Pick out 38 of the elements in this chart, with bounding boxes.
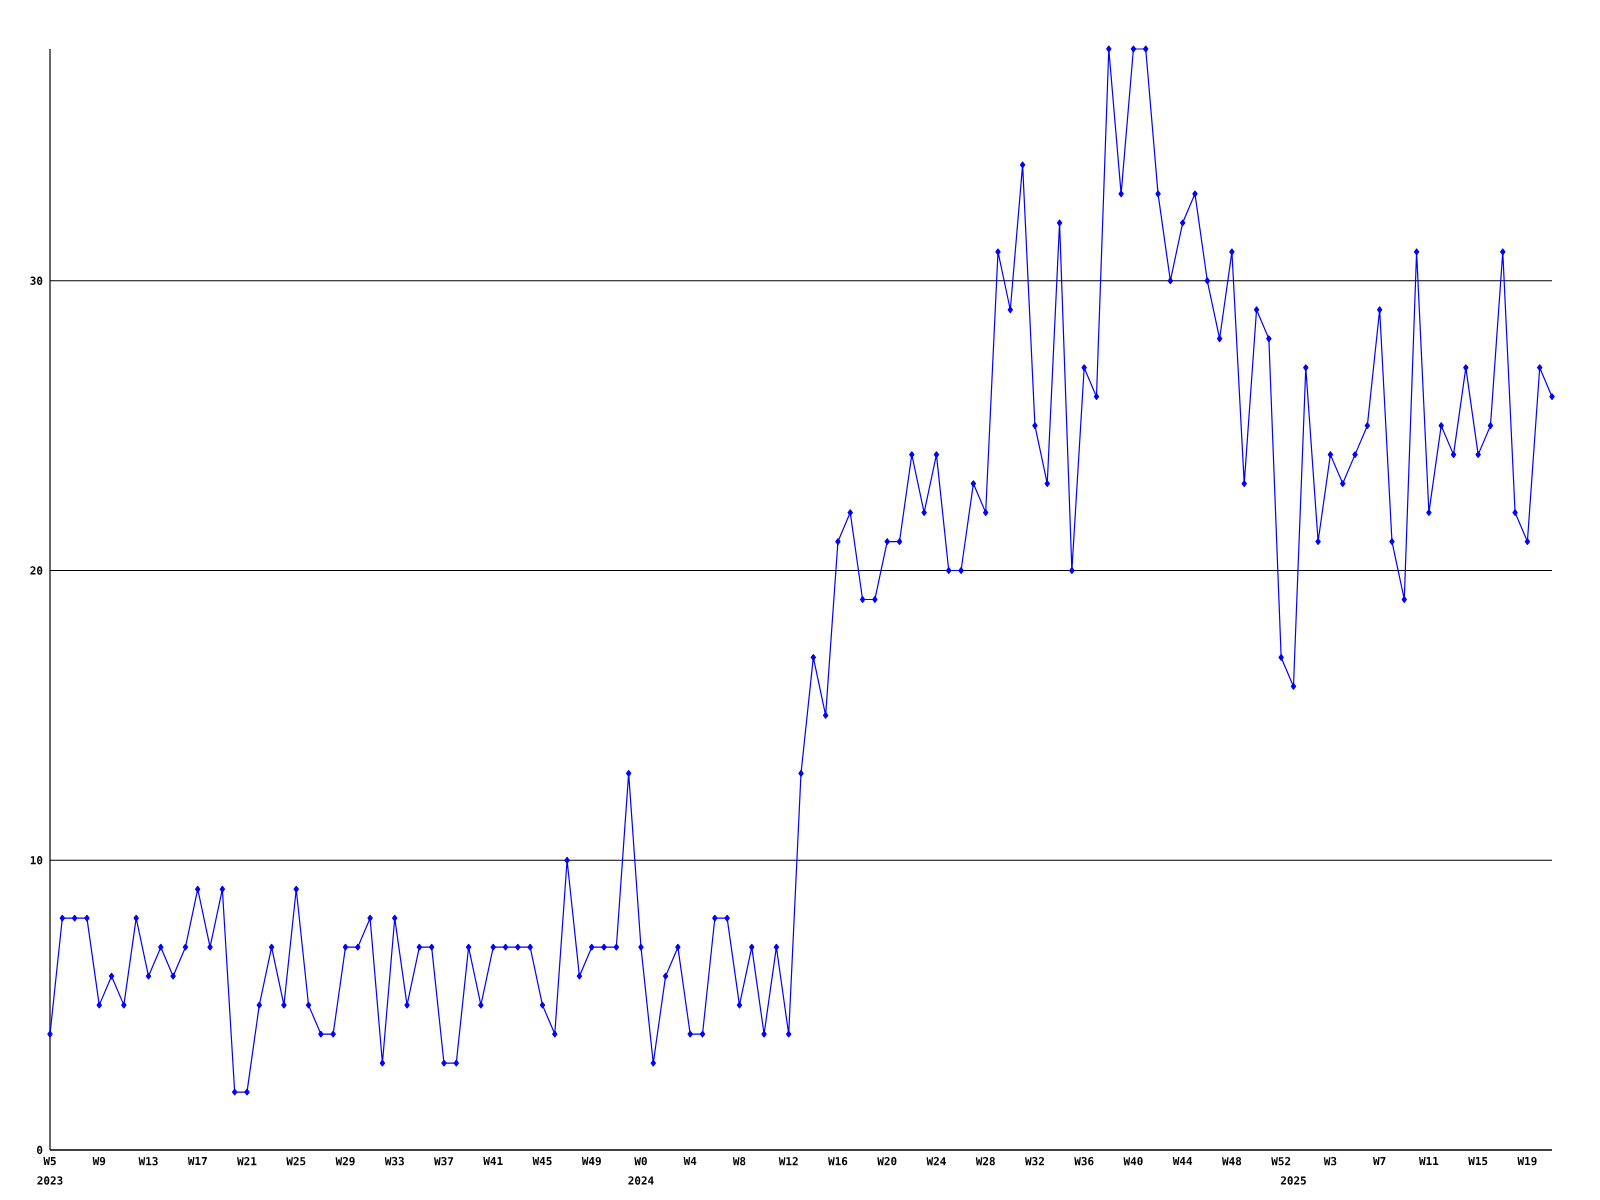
x-tick-label: W5 [43,1157,56,1166]
x-tick-label: W45 [532,1157,552,1166]
x-tick-label: W0 [634,1157,647,1166]
x-tick-label: W33 [384,1157,404,1166]
y-tick-label: 20 [30,566,43,575]
y-tick-label: 30 [30,276,43,285]
y-tick-label: 10 [30,856,43,865]
x-tick-label: W13 [138,1157,158,1166]
x-tick-label: W7 [1373,1157,1386,1166]
text: 2024 [628,1176,654,1185]
x-tick-label: W12 [778,1157,798,1166]
x-tick-label: W40 [1123,1157,1143,1166]
x-tick-label: W21 [237,1157,257,1166]
x-tick-label: W36 [1074,1157,1094,1166]
x-tick-label: W20 [877,1157,897,1166]
x-tick-label: W37 [434,1157,454,1166]
x-tick-label: W41 [483,1157,503,1166]
x-tick-label: W44 [1172,1157,1193,1166]
x-tick-label: W16 [828,1157,848,1166]
text: 2025 [1280,1176,1306,1185]
x-tick-label: W52 [1271,1157,1291,1166]
x-tick-label: W25 [286,1157,306,1166]
x-tick-label: W19 [1517,1157,1537,1166]
x-tick-label: W48 [1222,1157,1242,1166]
x-tick-label: W17 [187,1157,207,1166]
x-tick-label: W11 [1419,1157,1439,1166]
x-tick-label: W49 [581,1157,601,1166]
x-tick-label: W32 [1025,1157,1044,1166]
x-tick-label: W28 [975,1157,995,1166]
y-tick-label: 0 [37,1145,43,1155]
x-tick-label: W4 [683,1157,697,1166]
x-tick-label: W15 [1468,1157,1488,1166]
x-tick-label: W8 [732,1157,746,1166]
text: 2023 [37,1176,63,1185]
x-tick-label: W9 [92,1157,106,1166]
x-tick-label: W29 [335,1157,355,1166]
x-tick-label: W3 [1323,1157,1337,1166]
x-tick-label: W24 [926,1157,946,1166]
